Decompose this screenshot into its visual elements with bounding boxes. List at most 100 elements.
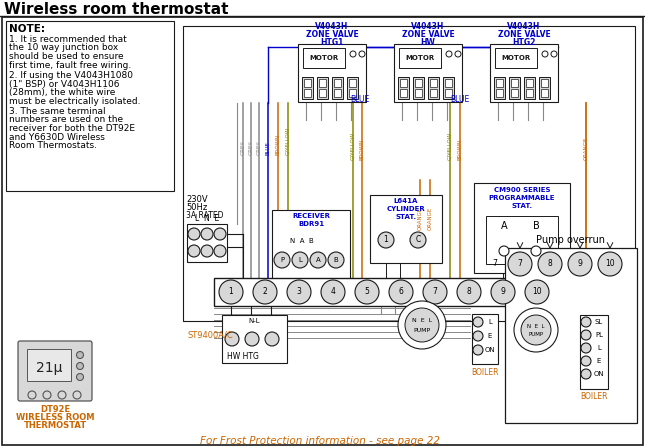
Bar [222,315,287,363]
Text: GREY: GREY [248,140,253,155]
Text: CM900 SERIES: CM900 SERIES [494,187,550,193]
Bar [415,79,422,87]
Bar [580,315,608,389]
Text: 1: 1 [228,287,233,296]
Text: 21µ: 21µ [36,361,62,375]
Circle shape [225,332,239,346]
Bar [474,183,570,273]
Bar [511,89,518,97]
Text: BLUE: BLUE [450,95,470,104]
Circle shape [568,252,592,276]
Text: Pump overrun: Pump overrun [537,235,606,245]
Circle shape [245,332,259,346]
Text: L: L [597,345,601,351]
Bar [303,48,345,68]
Circle shape [310,252,326,268]
Bar [304,89,311,97]
Text: E: E [488,333,492,339]
Text: ZONE VALVE: ZONE VALVE [306,30,359,39]
Bar [445,79,452,87]
Circle shape [265,332,279,346]
Text: G/YELLOW: G/YELLOW [286,127,290,155]
Bar [526,89,533,97]
Text: must be electrically isolated.: must be electrically isolated. [9,97,141,105]
Circle shape [405,308,439,342]
Circle shape [410,232,426,248]
Text: THERMOSTAT: THERMOSTAT [23,421,86,430]
Text: 2. If using the V4043H1080: 2. If using the V4043H1080 [9,71,133,80]
Circle shape [551,51,557,57]
Circle shape [287,280,311,304]
Text: ORANGE: ORANGE [428,207,433,230]
Text: G/YELLOW: G/YELLOW [350,132,355,160]
Circle shape [274,252,290,268]
Bar [526,79,533,87]
Circle shape [219,280,243,304]
Text: ORANGE: ORANGE [584,137,588,160]
Bar [272,210,350,280]
Bar [496,89,503,97]
Bar [298,44,366,102]
Circle shape [77,363,83,370]
Bar [214,278,566,306]
Circle shape [398,301,446,349]
Text: 10: 10 [605,260,615,269]
Text: PROGRAMMABLE: PROGRAMMABLE [489,195,555,201]
Text: L  N  E: L N E [195,214,219,223]
Text: 2: 2 [263,287,268,296]
Circle shape [514,308,558,352]
Bar [304,79,311,87]
Text: N-L: N-L [248,318,260,324]
Text: GREY: GREY [257,140,261,155]
Circle shape [77,374,83,380]
Text: the 10 way junction box: the 10 way junction box [9,43,118,52]
Circle shape [389,280,413,304]
Text: P: P [280,257,284,263]
Text: 7: 7 [517,260,522,269]
Circle shape [188,228,200,240]
Text: ZONE VALVE: ZONE VALVE [498,30,550,39]
Text: RECEIVER: RECEIVER [292,213,330,219]
Circle shape [58,391,66,399]
Text: should be used to ensure: should be used to ensure [9,52,124,61]
Text: BOILER: BOILER [471,368,499,377]
Bar [509,77,520,99]
Circle shape [508,252,532,276]
Bar [302,77,313,99]
Bar [413,77,424,99]
Text: N  A  B: N A B [290,238,314,244]
Text: E: E [597,358,601,364]
Text: STAT.: STAT. [511,203,533,209]
Text: ORANGE: ORANGE [417,207,422,230]
Bar [430,79,437,87]
Text: 7: 7 [492,260,497,269]
Text: receiver for both the DT92E: receiver for both the DT92E [9,124,135,133]
Circle shape [542,51,548,57]
Circle shape [531,246,541,256]
Circle shape [214,228,226,240]
Bar [347,77,358,99]
Text: 1. It is recommended that: 1. It is recommended that [9,35,127,44]
Bar [319,89,326,97]
Text: 10: 10 [532,287,542,296]
Text: MOTOR: MOTOR [501,55,531,61]
Text: For Frost Protection information - see page 22: For Frost Protection information - see p… [200,436,440,446]
Text: 3A RATED: 3A RATED [186,211,224,220]
Text: PUMP: PUMP [413,328,431,333]
Text: N  E  L: N E L [527,324,545,329]
Circle shape [457,280,481,304]
Text: BROWN: BROWN [457,139,462,160]
Circle shape [499,246,509,256]
Text: V4043H: V4043H [508,22,541,31]
Text: BDR91: BDR91 [298,221,324,227]
Text: 1: 1 [384,236,388,245]
Circle shape [321,280,345,304]
Circle shape [73,391,81,399]
Text: 3. The same terminal: 3. The same terminal [9,107,106,116]
Text: MOTOR: MOTOR [405,55,435,61]
Bar [430,89,437,97]
Text: A: A [501,221,508,231]
Text: N  E  L: N E L [412,319,432,324]
Bar [400,79,407,87]
Bar [6,21,174,191]
